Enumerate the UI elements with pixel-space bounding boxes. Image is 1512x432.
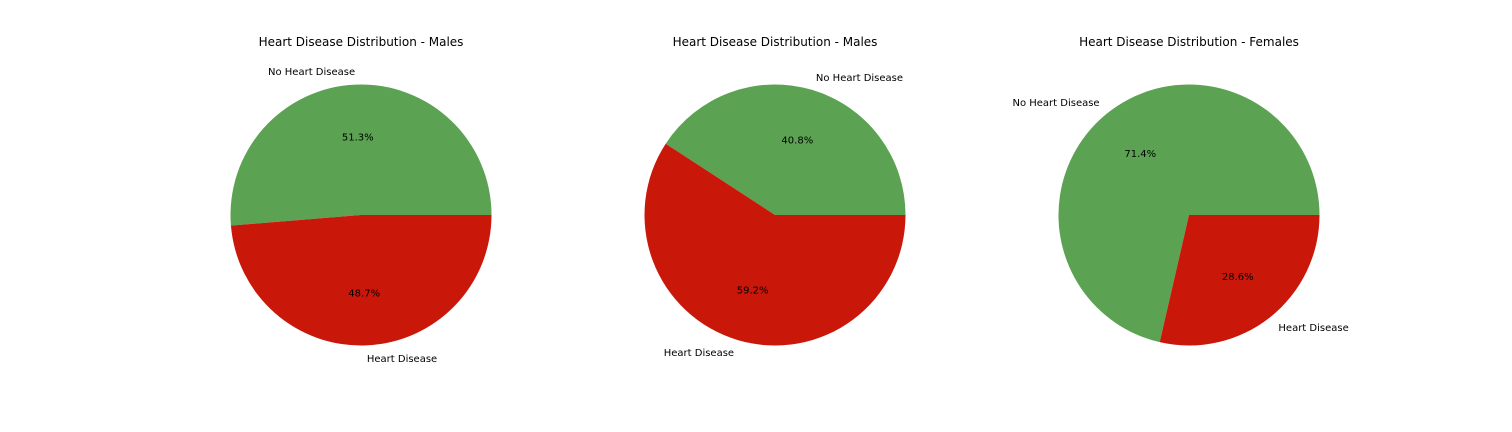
pie-slice-heart-disease: [230, 215, 492, 346]
pie-chart-2: Heart Disease Distribution - Males No Hea…: [644, 35, 906, 359]
slice-label: Heart Disease: [664, 348, 734, 359]
percent-label: 59.2%: [737, 286, 769, 297]
chart-title: Heart Disease Distribution - Females: [1079, 35, 1299, 49]
percent-label: 48.7%: [348, 289, 380, 300]
slice-label: Heart Disease: [1278, 323, 1348, 334]
percent-label: 51.3%: [342, 132, 374, 143]
chart-title: Heart Disease Distribution - Males: [259, 35, 464, 49]
pie-slice-no-heart-disease: [1058, 84, 1320, 343]
percent-label: 40.8%: [781, 135, 813, 146]
chart-title: Heart Disease Distribution - Males: [673, 35, 878, 49]
pie-chart-1: Heart Disease Distribution - Males No Hea…: [230, 35, 492, 365]
percent-label: 28.6%: [1222, 272, 1254, 283]
slice-label: No Heart Disease: [1012, 98, 1099, 109]
pie-slice-heart-disease: [644, 143, 906, 346]
pie-slice-no-heart-disease: [230, 84, 492, 226]
pie-chart-3: Heart Disease Distribution - Females No H…: [1012, 35, 1349, 346]
percent-label: 71.4%: [1124, 149, 1156, 160]
pie-slice-no-heart-disease: [665, 84, 906, 215]
slice-label: No Heart Disease: [268, 67, 355, 78]
slice-label: No Heart Disease: [816, 73, 903, 84]
slice-label: Heart Disease: [367, 354, 437, 365]
pie-slice-heart-disease: [1159, 215, 1320, 346]
